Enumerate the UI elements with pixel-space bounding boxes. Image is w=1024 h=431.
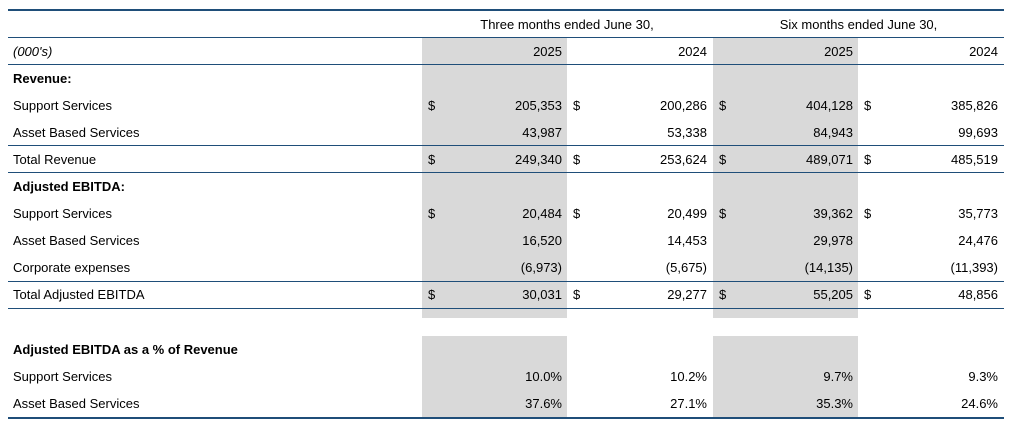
row-label: Total Revenue <box>13 152 97 167</box>
year-col-3: 2025 <box>824 44 853 59</box>
currency-symbol: $ <box>573 287 581 302</box>
value-cell: 55,205 <box>813 287 853 302</box>
table-row: Adjusted EBITDA as a % of Revenue <box>8 336 1004 363</box>
table-row: Support Services $205,353 $200,286 $404,128… <box>8 92 1004 119</box>
table-row: Total Adjusted EBITDA $30,031 $29,277 $55,2… <box>8 281 1004 308</box>
value-cell: 404,128 <box>806 98 853 113</box>
row-label: Asset Based Services <box>13 396 140 411</box>
value-cell: 485,519 <box>951 152 998 167</box>
value-cell: 489,071 <box>806 152 853 167</box>
year-col-1: 2025 <box>533 44 562 59</box>
currency-symbol: $ <box>573 98 581 113</box>
value-cell: (11,393) <box>950 260 998 275</box>
rule-bottom <box>8 417 1004 419</box>
currency-symbol: $ <box>719 98 727 113</box>
row-label: Asset Based Services <box>13 233 140 248</box>
value-cell: 10.0% <box>525 369 562 384</box>
value-cell: 53,338 <box>667 125 707 140</box>
currency-symbol: $ <box>719 206 727 221</box>
currency-symbol: $ <box>428 98 436 113</box>
value-cell: 200,286 <box>660 98 707 113</box>
value-cell: (6,973) <box>520 260 562 275</box>
table-row: Adjusted EBITDA: <box>8 173 1004 200</box>
table-row: Asset Based Services 43,987 53,338 84,943 99… <box>8 119 1004 146</box>
value-cell: 9.3% <box>968 369 998 384</box>
units-label: (000's) <box>13 44 53 59</box>
value-cell: 385,826 <box>951 98 998 113</box>
column-header-row: (000's) 2025 2024 2025 2024 <box>8 38 1004 65</box>
row-label: Support Services <box>13 98 112 113</box>
value-cell: 253,624 <box>660 152 707 167</box>
rule-top <box>8 9 1004 11</box>
table-row: Revenue: <box>8 65 1004 92</box>
value-cell: 24,476 <box>958 233 998 248</box>
row-label: Corporate expenses <box>13 260 131 275</box>
value-cell: 9.7% <box>823 369 853 384</box>
value-cell: 39,362 <box>813 206 853 221</box>
currency-symbol: $ <box>719 152 727 167</box>
header-six-months: Six months ended June 30, <box>779 17 938 32</box>
currency-symbol: $ <box>864 206 872 221</box>
row-label: Support Services <box>13 206 112 221</box>
currency-symbol: $ <box>428 152 436 167</box>
shade-6m-2025 <box>713 38 858 318</box>
table-row: Corporate expenses (6,973) (5,675) (14,135)… <box>8 254 1004 281</box>
value-cell: 10.2% <box>670 369 707 384</box>
currency-symbol: $ <box>428 287 436 302</box>
shade-3m-2025 <box>422 38 567 318</box>
rule-total-revenue-top <box>8 145 1004 146</box>
currency-symbol: $ <box>573 152 581 167</box>
value-cell: 84,943 <box>813 125 853 140</box>
currency-symbol: $ <box>864 287 872 302</box>
table-row: Asset Based Services 37.6% 27.1% 35.3% 24.6% <box>8 390 1004 417</box>
value-cell: 99,693 <box>958 125 998 140</box>
value-cell: 43,987 <box>522 125 562 140</box>
value-cell: 16,520 <box>522 233 562 248</box>
header-three-months: Three months ended June 30, <box>480 17 654 32</box>
value-cell: 37.6% <box>525 396 562 411</box>
year-col-4: 2024 <box>969 44 998 59</box>
row-label: Adjusted EBITDA: <box>13 179 125 194</box>
value-cell: 20,499 <box>667 206 707 221</box>
value-cell: 35.3% <box>816 396 853 411</box>
value-cell: 29,978 <box>813 233 853 248</box>
row-label: Revenue: <box>13 71 72 86</box>
currency-symbol: $ <box>573 206 581 221</box>
currency-symbol: $ <box>719 287 727 302</box>
row-label: Asset Based Services <box>13 125 140 140</box>
currency-symbol: $ <box>864 98 872 113</box>
value-cell: 27.1% <box>670 396 707 411</box>
shade-3m-2025-pct <box>422 336 567 417</box>
value-cell: 35,773 <box>958 206 998 221</box>
rule-total-ebitda-top <box>8 281 1004 282</box>
value-cell: 30,031 <box>522 287 562 302</box>
currency-symbol: $ <box>428 206 436 221</box>
value-cell: (14,135) <box>804 260 853 275</box>
year-col-2: 2024 <box>678 44 707 59</box>
value-cell: (5,675) <box>665 260 707 275</box>
table-row: Support Services 10.0% 10.2% 9.7% 9.3% <box>8 363 1004 390</box>
value-cell: 24.6% <box>961 396 998 411</box>
value-cell: 20,484 <box>522 206 562 221</box>
currency-symbol: $ <box>864 152 872 167</box>
row-label: Support Services <box>13 369 112 384</box>
rule-total-revenue-bottom <box>8 172 1004 173</box>
table-row: Support Services $20,484 $20,499 $39,362 $35… <box>8 200 1004 227</box>
rule-header-bottom <box>8 64 1004 65</box>
value-cell: 249,340 <box>515 152 562 167</box>
value-cell: 48,856 <box>958 287 998 302</box>
rule-header <box>8 37 1004 38</box>
financial-table: Three months ended June 30, Six months e… <box>8 0 1004 431</box>
table-row: Asset Based Services 16,520 14,453 29,978 24… <box>8 227 1004 254</box>
rule-total-ebitda-bottom <box>8 308 1004 309</box>
shade-6m-2025-pct <box>713 336 858 417</box>
row-label: Total Adjusted EBITDA <box>13 287 145 302</box>
value-cell: 29,277 <box>667 287 707 302</box>
table-row: Total Revenue $249,340 $253,624 $489,071 $48… <box>8 146 1004 173</box>
value-cell: 14,453 <box>667 233 707 248</box>
value-cell: 205,353 <box>515 98 562 113</box>
row-label: Adjusted EBITDA as a % of Revenue <box>13 342 238 357</box>
